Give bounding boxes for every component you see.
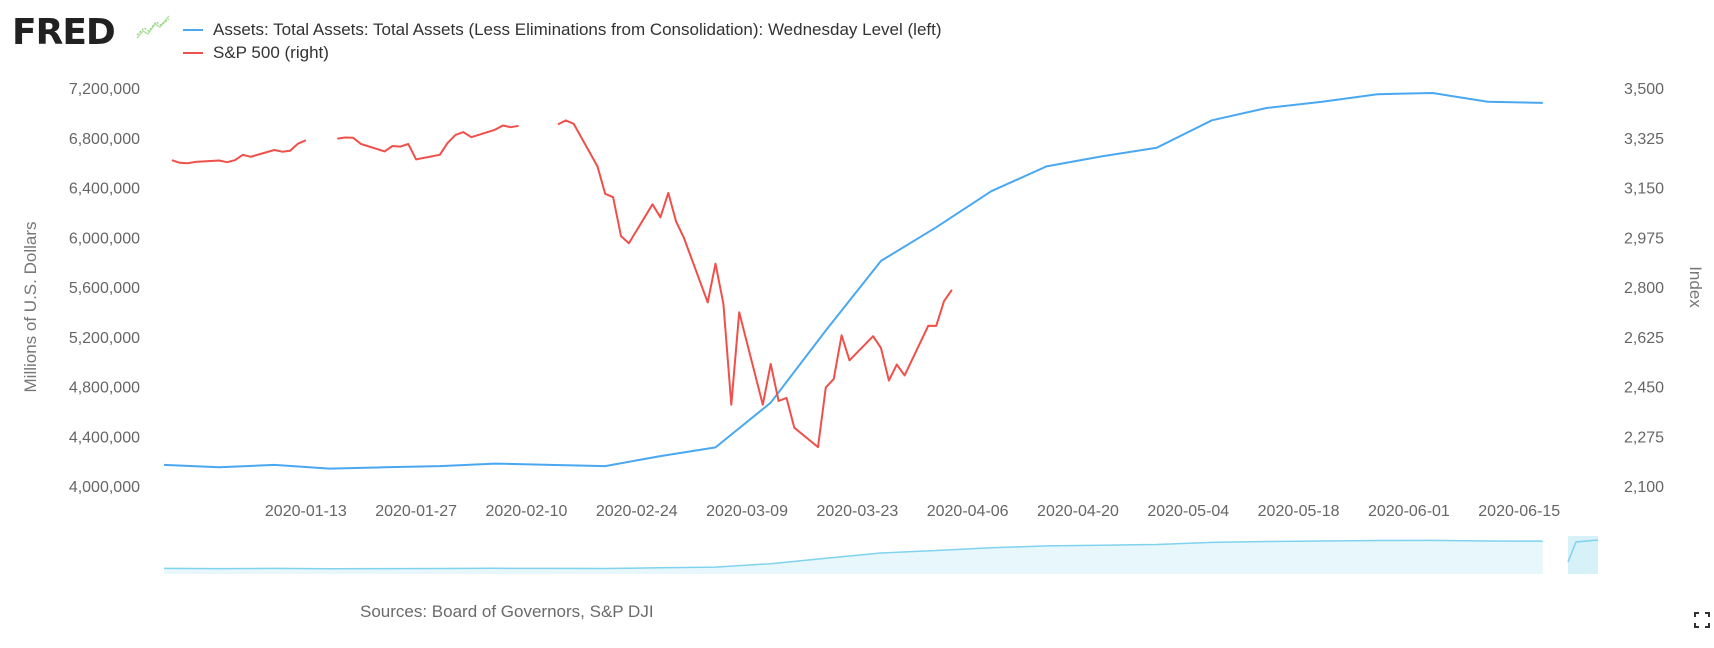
x-tick-label: 2020-06-15 xyxy=(1478,503,1560,520)
x-tick-label: 2020-06-01 xyxy=(1368,503,1450,520)
chart-legend: Assets: Total Assets: Total Assets (Less… xyxy=(183,18,942,64)
y-right-tick-label: 2,275 xyxy=(1624,429,1664,446)
x-tick-label: 2020-01-13 xyxy=(265,503,347,520)
y-right-tick-label: 2,800 xyxy=(1624,280,1664,297)
fullscreen-icon[interactable] xyxy=(1694,612,1710,628)
assets-series-line xyxy=(163,92,1543,470)
y-right-tick-label: 3,500 xyxy=(1624,81,1664,98)
sp500-series-line xyxy=(557,119,953,449)
legend-item-sp500[interactable]: S&P 500 (right) xyxy=(183,41,942,64)
x-tick-label: 2020-02-24 xyxy=(596,503,678,520)
y-left-tick-label: 6,800,000 xyxy=(69,131,140,148)
navigator-area xyxy=(164,540,1543,574)
y-left-tick-label: 7,200,000 xyxy=(69,81,140,98)
navigator-line-tail xyxy=(1567,539,1599,563)
y-left-axis-label: Millions of U.S. Dollars xyxy=(21,222,40,393)
legend-swatch xyxy=(183,51,203,54)
legend-label: S&P 500 (right) xyxy=(213,42,329,62)
legend-swatch xyxy=(183,28,203,31)
navigator-line xyxy=(163,539,1543,570)
y-left-tick-label: 4,400,000 xyxy=(69,429,140,446)
y-right-tick-label: 2,975 xyxy=(1624,230,1664,247)
y-left-tick-label: 6,000,000 xyxy=(69,230,140,247)
y-left-tick-label: 4,000,000 xyxy=(69,479,140,496)
legend-item-assets[interactable]: Assets: Total Assets: Total Assets (Less… xyxy=(183,18,942,41)
sp500-series-line xyxy=(171,139,307,165)
x-tick-label: 2020-04-06 xyxy=(927,503,1009,520)
x-tick-label: 2020-03-23 xyxy=(816,503,898,520)
x-tick-label: 2020-04-20 xyxy=(1037,503,1119,520)
y-left-tick-label: 5,200,000 xyxy=(69,330,140,347)
y-left-tick-label: 6,400,000 xyxy=(69,181,140,198)
source-note: Sources: Board of Governors, S&P DJI xyxy=(360,602,654,621)
y-right-tick-label: 2,450 xyxy=(1624,380,1664,397)
y-right-tick-label: 2,625 xyxy=(1624,330,1664,347)
y-right-tick-label: 2,100 xyxy=(1624,479,1664,496)
chart-plot: 4,000,000 4,400,000 4,800,000 5,200,000 5,60… xyxy=(21,81,1705,574)
x-tick-label: 2020-03-09 xyxy=(706,503,788,520)
y-left-tick-label: 4,800,000 xyxy=(69,380,140,397)
x-tick-label: 2020-05-18 xyxy=(1258,503,1340,520)
fred-logo[interactable]: FRED xyxy=(12,12,116,53)
y-right-tick-label: 3,150 xyxy=(1624,181,1664,198)
y-left-tick-label: 5,600,000 xyxy=(69,280,140,297)
sp500-series-line xyxy=(337,124,519,161)
x-tick-label: 2020-02-10 xyxy=(486,503,568,520)
y-right-tick-label: 3,325 xyxy=(1624,131,1664,148)
x-tick-label: 2020-01-27 xyxy=(375,503,457,520)
y-right-axis-label: Index xyxy=(1686,266,1705,308)
navigator-handle xyxy=(1568,536,1598,574)
legend-label: Assets: Total Assets: Total Assets (Less… xyxy=(213,19,942,39)
x-tick-label: 2020-05-04 xyxy=(1147,503,1229,520)
line-chart-icon xyxy=(136,15,170,39)
